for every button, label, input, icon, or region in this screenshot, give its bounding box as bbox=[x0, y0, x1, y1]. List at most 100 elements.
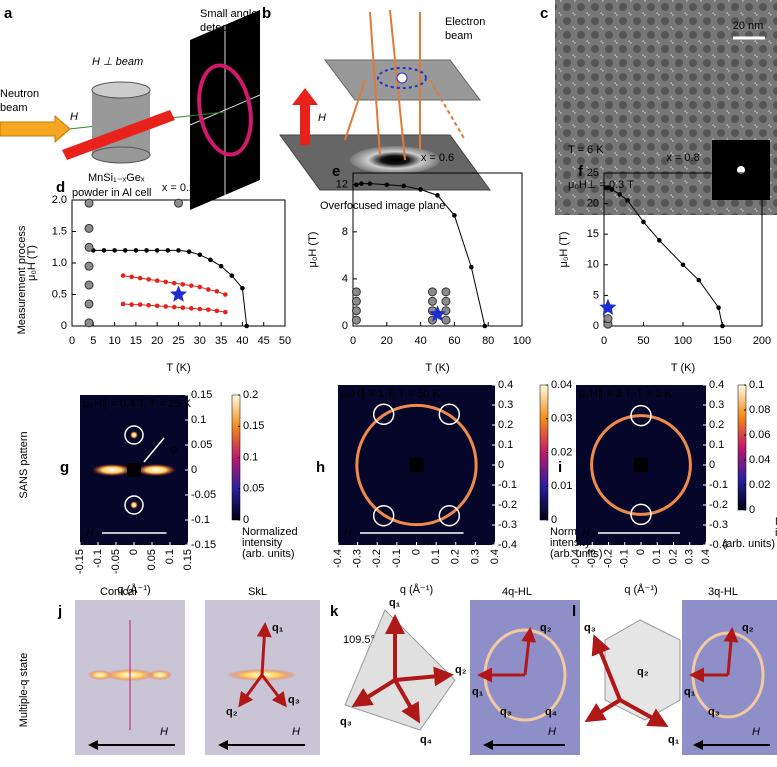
q-label: q₃ bbox=[584, 622, 596, 634]
field-label: H ⊥ beam bbox=[92, 56, 143, 68]
y-tick-label: 0.15 bbox=[191, 389, 212, 401]
point bbox=[84, 223, 94, 233]
y-tick-label: 0.2 bbox=[498, 419, 513, 431]
y-tick-label: -0.15 bbox=[191, 539, 216, 551]
point bbox=[84, 242, 94, 252]
panel-label: k bbox=[330, 603, 339, 620]
point bbox=[351, 315, 361, 325]
q-label: q₃ bbox=[708, 706, 720, 718]
point bbox=[120, 301, 126, 307]
point bbox=[84, 318, 94, 328]
point bbox=[197, 252, 203, 258]
q-label: q₂ bbox=[742, 622, 754, 634]
colorbar-tick-label: 0.06 bbox=[749, 429, 770, 441]
point bbox=[186, 249, 192, 254]
point bbox=[441, 296, 451, 306]
y-tick-label: -0.1 bbox=[191, 514, 210, 526]
field-symbol: H bbox=[70, 111, 78, 123]
temperature-label: T = 6 K bbox=[568, 144, 604, 156]
field-annotation: μ₀H∥ = 1 T, T = 50 K bbox=[341, 388, 441, 400]
q-label: q₃ bbox=[288, 694, 300, 706]
point bbox=[427, 287, 437, 297]
q-label: q₂ bbox=[637, 666, 649, 678]
panel-a-drawing bbox=[0, 10, 261, 210]
y-tick-label: 1.5 bbox=[52, 225, 67, 237]
y-tick-label: 0.2 bbox=[709, 419, 724, 431]
colorbar-tick-label: 0.2 bbox=[243, 389, 258, 401]
colorbar-tick-label: 0.04 bbox=[551, 379, 572, 391]
spot-ring bbox=[630, 404, 652, 427]
y-tick-label: -0.2 bbox=[709, 499, 728, 511]
q-label: q₃ bbox=[500, 706, 512, 718]
colorbar-tick-label: 0.15 bbox=[243, 420, 264, 432]
beam-stop bbox=[634, 458, 648, 472]
q-label: q₂ bbox=[226, 706, 238, 718]
x-tick-label: 0 bbox=[601, 335, 607, 347]
panel-label: b bbox=[262, 5, 271, 22]
x-tick-label: 0 bbox=[410, 549, 422, 555]
point bbox=[359, 181, 364, 186]
chart-title: x = 0.6 bbox=[421, 152, 454, 164]
point bbox=[120, 273, 126, 278]
panel-title: 4q-HL bbox=[502, 586, 532, 598]
x-tick-label: -0.2 bbox=[371, 549, 383, 568]
point bbox=[351, 306, 361, 316]
colorbar-tick-label: 0.01 bbox=[551, 480, 572, 492]
colorbar-tick-label: 0.03 bbox=[551, 413, 572, 425]
point bbox=[174, 198, 183, 208]
x-tick-label: 60 bbox=[448, 335, 460, 347]
point bbox=[441, 287, 451, 297]
point bbox=[101, 248, 107, 253]
x-tick-label: 25 bbox=[172, 335, 184, 347]
point bbox=[112, 248, 117, 253]
y-tick-label: 0.1 bbox=[498, 439, 513, 451]
point bbox=[603, 314, 613, 324]
point bbox=[188, 306, 194, 311]
x-tick-label: 0.1 bbox=[430, 549, 442, 564]
panel-title: 3q-HL bbox=[708, 586, 738, 598]
x-tick-label: -0.4 bbox=[570, 549, 582, 568]
q-label: q₄ bbox=[545, 706, 557, 718]
y-tick-label: 0.05 bbox=[191, 439, 212, 451]
data-line bbox=[93, 249, 248, 327]
scale-label: 20 nm bbox=[733, 20, 764, 32]
x-tick-label: 15 bbox=[130, 335, 142, 347]
x-tick-label: 0.3 bbox=[684, 549, 696, 564]
x-tick-label: 0 bbox=[69, 335, 75, 347]
x-tick-label: 80 bbox=[482, 335, 494, 347]
point bbox=[218, 263, 224, 269]
x-tick-label: 0.4 bbox=[489, 549, 501, 564]
y-tick-label: 0 bbox=[61, 320, 67, 332]
point bbox=[441, 315, 451, 325]
x-tick-label: 0 bbox=[635, 549, 647, 555]
point bbox=[354, 182, 359, 188]
panel-label: g bbox=[60, 459, 69, 476]
beam-label: beam bbox=[0, 102, 28, 114]
panel-label: d bbox=[56, 179, 65, 196]
y-tick-label: -0.1 bbox=[709, 479, 728, 491]
detector-label: Small angle bbox=[200, 8, 257, 20]
x-tick-label: 20 bbox=[381, 335, 393, 347]
y-tick-label: 0.5 bbox=[52, 288, 67, 300]
point bbox=[84, 280, 94, 290]
x-tick-label: -0.3 bbox=[352, 549, 364, 568]
panel-b-drawing bbox=[279, 9, 491, 191]
y-tick-label: 10 bbox=[587, 259, 599, 271]
x-tick-label: -0.3 bbox=[586, 549, 598, 568]
point bbox=[84, 261, 94, 271]
y-tick-label: 0.1 bbox=[709, 439, 724, 451]
point bbox=[133, 248, 139, 253]
point bbox=[206, 307, 211, 312]
panel-label: l bbox=[572, 603, 576, 620]
angle-arrow bbox=[143, 437, 165, 463]
bottom-drawings bbox=[75, 600, 777, 755]
spot-ring bbox=[630, 503, 652, 526]
y-tick-label: 4 bbox=[342, 273, 348, 285]
y-tick-label: 0.3 bbox=[709, 399, 724, 411]
sample-label: powder in Al cell bbox=[72, 187, 152, 199]
beam-stop bbox=[127, 463, 141, 477]
colorbar-label: Normalized bbox=[775, 516, 777, 528]
sample-label: MnSi₁₋ₓGeₓ bbox=[88, 172, 145, 184]
point bbox=[146, 277, 151, 282]
